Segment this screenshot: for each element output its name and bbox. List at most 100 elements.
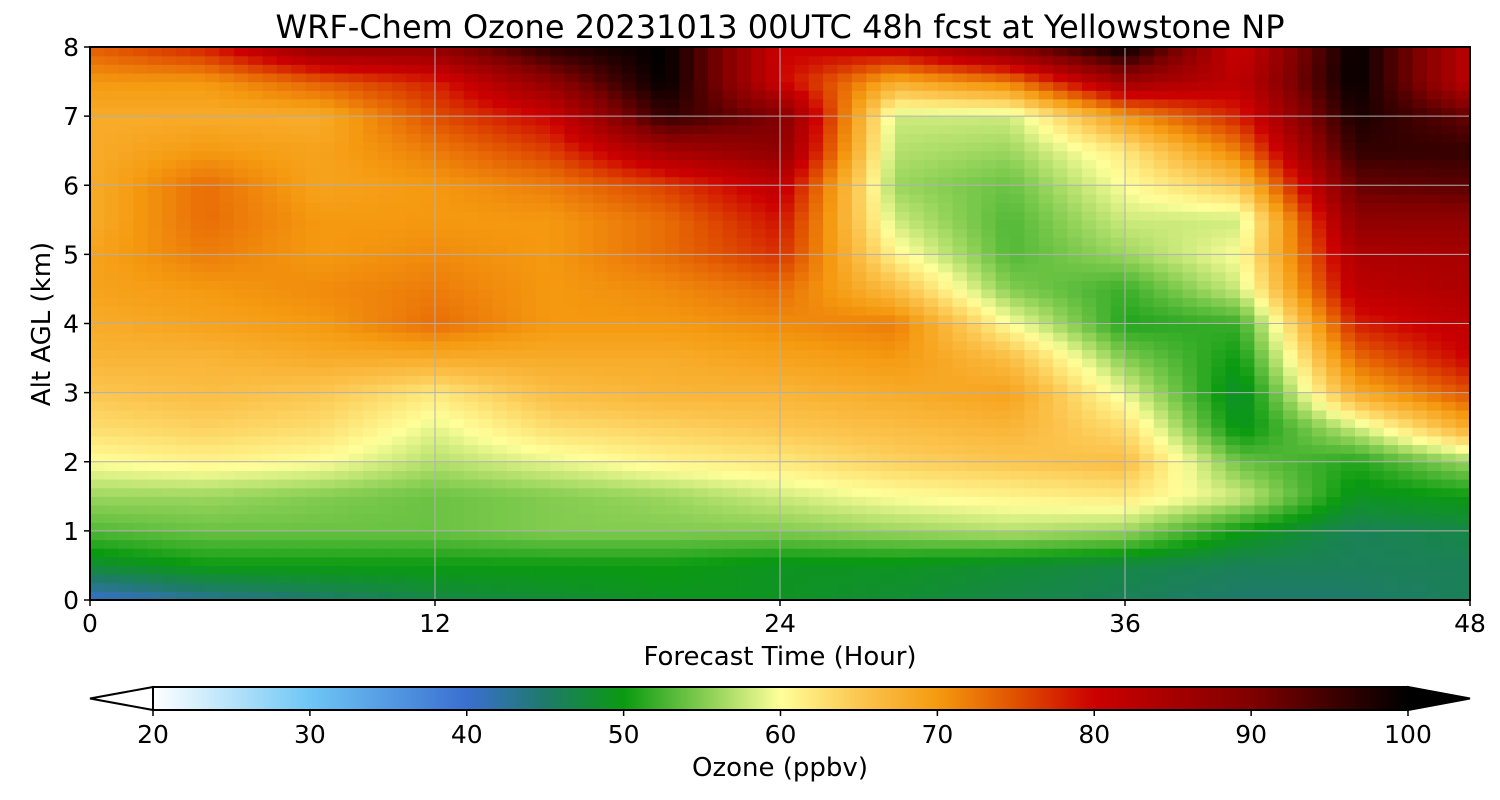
ozone-cell [621,556,637,567]
ozone-cell [1053,565,1069,575]
ozone-cell [1038,522,1054,532]
ozone-cell [679,228,695,238]
ozone-cell [391,280,407,290]
ozone-cell [262,340,278,351]
ozone-cell [1383,288,1399,299]
ozone-cell [521,263,537,273]
ozone-cell [449,306,465,316]
ozone-cell [923,263,939,273]
ozone-cell [578,340,594,351]
ozone-cell [736,453,752,463]
ozone-cell [1297,211,1313,221]
ozone-cell [233,271,249,281]
ozone-cell [1268,306,1284,316]
ozone-cell [348,306,364,316]
ozone-cell [808,574,824,584]
ozone-cell [1010,582,1025,592]
ozone-cell [190,479,206,489]
ozone-cell [981,358,997,368]
ozone-cell [1182,297,1198,307]
ozone-cell [1081,167,1097,178]
ozone-cell [995,479,1011,489]
ozone-cell [1125,470,1140,480]
ozone-cell [593,427,609,437]
ozone-cell [1398,409,1414,420]
ozone-cell [1441,565,1457,575]
ozone-cell [1125,591,1140,600]
ozone-cell [190,228,206,238]
ozone-cell [722,288,738,299]
ozone-cell [1240,522,1255,532]
ozone-cell [909,504,925,515]
ozone-cell [233,306,249,316]
ozone-cell [219,159,235,169]
ozone-cell [895,522,910,532]
ozone-cell [161,530,177,541]
ozone-cell [923,427,939,437]
ozone-cell [1254,297,1270,307]
ozone-cell [564,314,580,325]
ozone-cell [621,323,637,333]
ozone-cell [147,280,163,290]
ozone-cell [161,522,177,532]
ozone-cell [1139,582,1155,592]
ozone-cell [866,271,882,281]
ozone-cell [1110,435,1126,446]
ozone-cell [593,444,609,454]
ozone-cell [506,565,522,575]
ozone-cell [391,522,407,532]
ozone-cell [1024,271,1040,281]
ozone-cell [305,314,321,325]
ozone-cell [377,306,393,316]
ozone-cell [1398,202,1414,212]
ozone-cell [348,245,364,255]
ozone-cell [492,323,508,333]
ozone-cell [1196,427,1212,437]
ozone-cell [435,375,450,385]
ozone-cell [1355,409,1370,420]
ozone-cell [1096,556,1112,567]
ozone-cell [463,565,479,575]
ozone-cell [262,556,278,567]
ozone-cell [492,228,508,238]
ozone-cell [593,176,609,186]
ozone-cell [118,314,134,325]
ozone-cell [794,185,810,195]
ozone-cell [219,496,235,506]
ozone-cell [233,556,249,567]
ozone-cell [1326,306,1342,316]
ozone-cell [736,237,752,247]
ozone-cell [679,219,695,230]
ozone-cell [650,332,666,342]
ozone-cell [233,496,249,506]
ozone-cell [492,150,508,160]
ozone-cell [679,435,695,446]
ozone-cell [909,167,925,178]
ozone-cell [1340,314,1356,325]
ozone-cell [621,591,637,600]
ozone-cell [305,306,321,316]
ozone-cell [679,582,695,592]
ozone-cell [952,556,968,567]
ozone-cell [1311,366,1327,376]
ozone-cell [1010,185,1025,195]
ozone-cell [708,349,724,359]
ozone-cell [851,314,867,325]
ozone-cell [1455,332,1470,342]
ozone-cell [1067,185,1083,195]
ozone-cell [751,237,767,247]
ozone-cell [1024,340,1040,351]
ozone-cell [291,358,307,368]
ozone-cell [751,487,767,497]
ozone-cell [1283,522,1299,532]
ozone-cell [938,263,954,273]
ozone-cell [708,314,724,325]
ozone-cell [736,340,752,351]
ozone-cell [1369,504,1385,515]
ozone-cell [535,245,551,255]
ozone-cell [133,418,149,428]
ozone-cell [938,219,954,230]
ozone-cell [1053,375,1069,385]
ozone-cell [1311,496,1327,506]
ozone-cell [1153,435,1169,446]
